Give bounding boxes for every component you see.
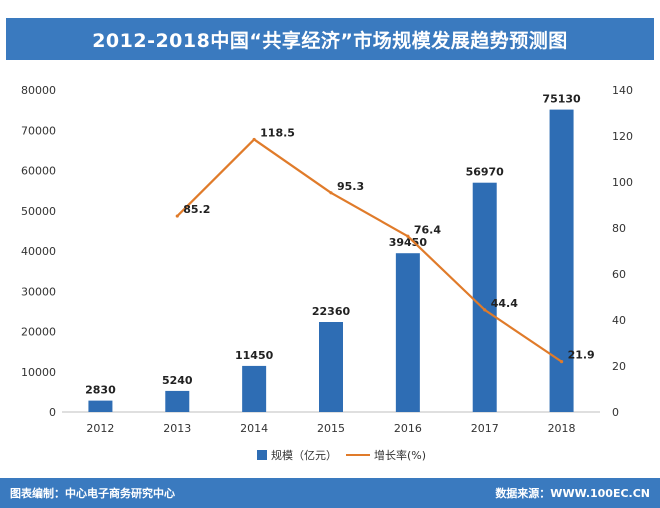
right-y-tick-label: 60: [612, 268, 626, 281]
right-y-tick-label: 120: [612, 130, 633, 143]
bar: [395, 253, 420, 412]
bar-data-label: 5240: [162, 374, 193, 387]
x-tick-label: 2018: [548, 422, 576, 435]
line-series: [175, 137, 564, 364]
x-tick-label: 2012: [86, 422, 114, 435]
line-point: [483, 308, 487, 312]
right-y-tick-label: 0: [612, 406, 619, 419]
x-tick-label: 2017: [471, 422, 499, 435]
bar-data-label: 75130: [542, 93, 581, 106]
left-y-tick-label: 40000: [21, 245, 56, 258]
legend-line-label: 增长率(%): [374, 448, 426, 462]
right-y-tick-label: 140: [612, 84, 633, 97]
line-point: [559, 360, 564, 364]
bar: [549, 109, 574, 413]
bar-series: [88, 109, 574, 413]
bar-data-label: 22360: [312, 305, 351, 318]
line-point: [329, 191, 333, 195]
left-y-tick-label: 10000: [21, 366, 56, 379]
legend-bar-swatch: [257, 450, 267, 460]
line-data-label: 95.3: [337, 180, 364, 193]
x-tick-label: 2013: [163, 422, 191, 435]
x-tick-label: 2016: [394, 422, 422, 435]
bar-data-labels: 2830 5240 11450 22360 39450 56970 75130: [85, 93, 581, 397]
x-tick-label: 2014: [240, 422, 268, 435]
line-point: [175, 214, 179, 218]
legend-bar-label: 规模（亿元）: [271, 448, 337, 462]
right-y-tick-label: 40: [612, 314, 626, 327]
line-data-labels: 85.2 118.5 95.3 76.4 44.4 21.9: [183, 126, 594, 361]
footer-source: 数据来源：WWW.100EC.CN: [495, 487, 650, 500]
chart-title: 2012-2018中国“共享经济”市场规模发展趋势预测图: [92, 29, 568, 52]
line-data-label: 44.4: [491, 297, 518, 310]
line-data-label: 21.9: [568, 349, 595, 362]
x-tick-label: 2015: [317, 422, 345, 435]
footer-credit: 图表编制：中心电子商务研究中心: [10, 487, 175, 500]
left-y-axis: 0 10000 20000 30000 40000 50000 60000 70000 8000…: [21, 84, 56, 419]
bar-data-label: 2830: [85, 384, 116, 397]
right-y-tick-label: 20: [612, 360, 626, 373]
legend: 规模（亿元） 增长率(%): [257, 448, 426, 462]
line-data-label: 118.5: [260, 126, 295, 139]
line-data-label: 76.4: [414, 223, 441, 236]
left-y-tick-label: 70000: [21, 124, 56, 137]
left-y-tick-label: 0: [49, 406, 56, 419]
x-axis: 2012 2013 2014 2015 2016 2017 2018: [86, 422, 575, 435]
left-y-tick-label: 80000: [21, 84, 56, 97]
left-y-tick-label: 30000: [21, 285, 56, 298]
right-y-axis: 0 20 40 60 80 100 120 140: [612, 84, 633, 419]
bar: [319, 322, 343, 412]
bar: [165, 390, 190, 412]
right-y-tick-label: 80: [612, 222, 626, 235]
right-y-tick-label: 100: [612, 176, 633, 189]
line-point: [252, 137, 256, 142]
bar-data-label: 11450: [235, 349, 274, 362]
bar-data-label: 39450: [389, 236, 428, 249]
growth-rate-line: [176, 138, 563, 363]
left-y-tick-label: 20000: [21, 326, 56, 339]
bar: [242, 365, 267, 412]
bar-data-label: 56970: [466, 166, 505, 179]
chart-plot: 0100002000030000400005000060000700008000…: [21, 84, 633, 462]
line-point: [406, 234, 410, 238]
bar: [472, 182, 497, 412]
line-data-label: 85.2: [183, 203, 210, 216]
bar: [88, 400, 113, 412]
chart-title-banner: 2012-2018中国“共享经济”市场规模发展趋势预测图: [6, 18, 654, 60]
left-y-tick-label: 60000: [21, 165, 56, 178]
footer-banner: 图表编制：中心电子商务研究中心 数据来源：WWW.100EC.CN: [0, 478, 660, 508]
left-y-tick-label: 50000: [21, 205, 56, 218]
